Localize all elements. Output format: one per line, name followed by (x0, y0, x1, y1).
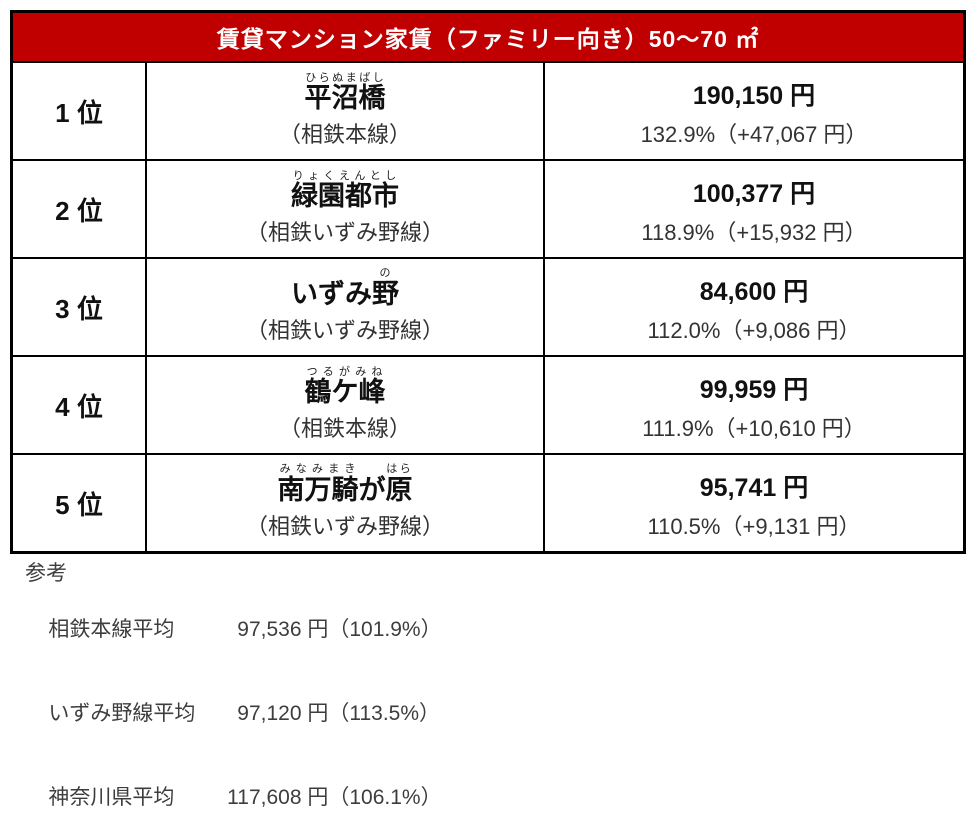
rank-label: 3 位 (55, 293, 103, 324)
rent-value: 99,959 円 (699, 375, 809, 404)
table-row: 5 位 南万騎みなみまきが​原はら （相鉄いずみ野線） 95,741 円 110… (13, 453, 963, 551)
rank-label: 2 位 (55, 195, 103, 226)
rank-cell: 2 位 (13, 161, 145, 257)
station-name: 南万騎みなみまきが​原はら (277, 462, 413, 505)
table-row: 4 位 鶴ケ峰つるがみね （相鉄本線） 99,959 円 111.9%（+10,… (13, 355, 963, 453)
reference-percent: （106.1%） (328, 786, 442, 809)
reference-amount: 97,536 円 (237, 618, 329, 641)
station-cell: 南万騎みなみまきが​原はら （相鉄いずみ野線） (145, 455, 543, 551)
station-cell: 緑園都市りょくえんとし （相鉄いずみ野線） (145, 161, 543, 257)
station-name: 鶴ケ峰つるがみね (304, 365, 386, 407)
ratio-value: 118.9%（+15,932 円） (641, 220, 867, 246)
ratio-value: 111.9%（+10,610 円） (642, 416, 866, 442)
line-name: （相鉄本線） (278, 122, 411, 148)
reference-label: 神奈川県平均 (48, 786, 175, 809)
rank-label: 5 位 (55, 489, 103, 520)
rent-value: 190,150 円 (692, 81, 816, 110)
line-name: （相鉄いずみ野線） (245, 220, 444, 246)
reference-row: いずみ野線平均 97,120 円（113.5%） (25, 672, 442, 756)
price-cell: 190,150 円 132.9%（+47,067 円） (543, 63, 963, 159)
table-row: 1 位 平沼橋ひらぬまばし （相鉄本線） 190,150 円 132.9%（+4… (13, 61, 963, 159)
reference-percent: （101.9%） (328, 618, 442, 641)
reference-label: いずみ野線平均 (48, 702, 196, 725)
rent-value: 95,741 円 (699, 473, 809, 502)
rent-value: 84,600 円 (699, 277, 809, 306)
page: { "table": { "title": "賃貸マンション家賃（ファミリー向き… (10, 10, 966, 809)
reference-section: 参考 相鉄本線平均 97,536 円（101.9%） いずみ野線平均 97,120 … (25, 560, 442, 840)
price-cell: 99,959 円 111.9%（+10,610 円） (543, 357, 963, 453)
station-cell: 平沼橋ひらぬまばし （相鉄本線） (145, 63, 543, 159)
reference-amount: 97,120 円 (237, 702, 329, 725)
reference-amount: 117,608 円 (227, 786, 329, 809)
rank-label: 4 位 (55, 391, 103, 422)
table-row: 2 位 緑園都市りょくえんとし （相鉄いずみ野線） 100,377 円 118.… (13, 159, 963, 257)
rent-value: 100,377 円 (692, 179, 816, 208)
reference-percent: （113.5%） (328, 702, 441, 725)
table-title: 賃貸マンション家賃（ファミリー向き）50～70 ㎡ (216, 26, 760, 52)
station-cell: いずみ​野の （相鉄いずみ野線） (145, 259, 543, 355)
rank-cell: 5 位 (13, 455, 145, 551)
line-name: （相鉄本線） (278, 416, 411, 442)
rank-cell: 3 位 (13, 259, 145, 355)
price-cell: 100,377 円 118.9%（+15,932 円） (543, 161, 963, 257)
rank-cell: 4 位 (13, 357, 145, 453)
station-cell: 鶴ケ峰つるがみね （相鉄本線） (145, 357, 543, 453)
ratio-value: 110.5%（+9,131 円） (647, 514, 861, 540)
reference-title: 参考 (25, 562, 67, 585)
line-name: （相鉄いずみ野線） (245, 318, 444, 344)
rank-cell: 1 位 (13, 63, 145, 159)
station-name: 平沼橋ひらぬまばし (304, 71, 386, 113)
station-name: 緑園都市りょくえんとし (291, 169, 399, 211)
station-name: いずみ​野の (291, 266, 399, 309)
price-cell: 84,600 円 112.0%（+9,086 円） (543, 259, 963, 355)
rank-label: 1 位 (55, 97, 103, 128)
ratio-value: 112.0%（+9,086 円） (647, 318, 861, 344)
reference-row: 神奈川県平均 117,608 円（106.1%） (25, 756, 442, 840)
table-header: 賃貸マンション家賃（ファミリー向き）50～70 ㎡ (13, 13, 963, 61)
reference-label: 相鉄本線平均 (48, 618, 175, 641)
price-cell: 95,741 円 110.5%（+9,131 円） (543, 455, 963, 551)
table-row: 3 位 いずみ​野の （相鉄いずみ野線） 84,600 円 112.0%（+9,… (13, 257, 963, 355)
ratio-value: 132.9%（+47,067 円） (640, 122, 868, 148)
line-name: （相鉄いずみ野線） (245, 514, 444, 540)
rent-ranking-table: 賃貸マンション家賃（ファミリー向き）50～70 ㎡ 1 位 平沼橋ひらぬまばし … (10, 10, 966, 554)
reference-row: 相鉄本線平均 97,536 円（101.9%） (25, 588, 442, 672)
